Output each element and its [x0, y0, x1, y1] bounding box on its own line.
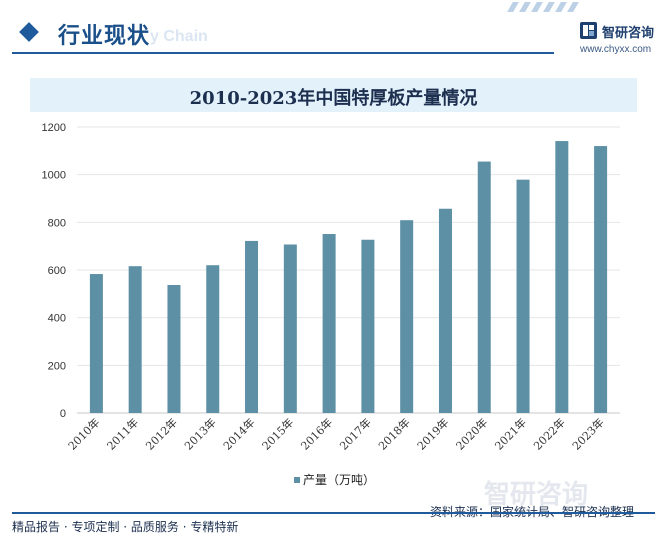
x-tick-label: 2018年 [375, 415, 412, 452]
x-tick-label: 2022年 [530, 415, 567, 452]
bar [555, 141, 569, 414]
bar [245, 240, 259, 413]
x-tick-label: 2011年 [104, 415, 141, 452]
bar [438, 208, 452, 413]
y-tick-label: 200 [48, 360, 66, 372]
bar [400, 220, 414, 413]
x-tick-label: 2013年 [181, 415, 218, 452]
footer-slogan: 精品报告 · 专项定制 · 品质服务 · 专精特新 [12, 520, 239, 534]
y-tick-label: 400 [48, 313, 66, 325]
x-tick-label: 2021年 [492, 415, 529, 452]
x-tick-label: 2019年 [414, 415, 451, 452]
x-tick-label: 2015年 [259, 415, 296, 452]
y-tick-label: 1200 [42, 122, 66, 134]
x-tick-label: 2016年 [298, 415, 335, 452]
y-tick-label: 600 [48, 265, 66, 277]
ghost-text: y Chain [150, 28, 208, 45]
bar [516, 179, 530, 413]
bar [477, 161, 491, 413]
header: 行业现状 y Chain 智研咨询 www.chyxx.com [0, 0, 667, 62]
y-tick-label: 1000 [42, 170, 66, 182]
x-tick-label: 2020年 [453, 415, 490, 452]
y-tick-label: 800 [48, 217, 66, 229]
bar [206, 265, 220, 413]
bar [89, 274, 103, 413]
bar [594, 146, 608, 414]
section-title: 行业现状 [58, 24, 151, 49]
legend-label: 产量（万吨） [303, 473, 375, 487]
footer-divider [12, 512, 655, 514]
watermark-logo: 智研咨询 [484, 480, 589, 510]
chart-title: 2010-2023年中国特厚板产量情况 [189, 88, 478, 109]
x-tick-label: 2017年 [337, 415, 374, 452]
legend-swatch [294, 477, 300, 483]
x-tick-label: 2012年 [143, 415, 180, 452]
bar [361, 239, 375, 413]
logo-icon [580, 22, 597, 39]
logo-name: 智研咨询 [602, 26, 655, 41]
x-tick-label: 2014年 [220, 415, 257, 452]
logo-url: www.chyxx.com [580, 44, 652, 55]
bar [167, 285, 181, 413]
bar [128, 266, 142, 413]
y-tick-label: 0 [60, 408, 66, 420]
bar [322, 234, 336, 413]
bar [283, 244, 297, 413]
x-tick-label: 2010年 [65, 415, 102, 452]
chart-title-band: 2010-2023年中国特厚板产量情况 [30, 78, 637, 112]
x-tick-label: 2023年 [569, 415, 606, 452]
header-divider [12, 52, 554, 54]
